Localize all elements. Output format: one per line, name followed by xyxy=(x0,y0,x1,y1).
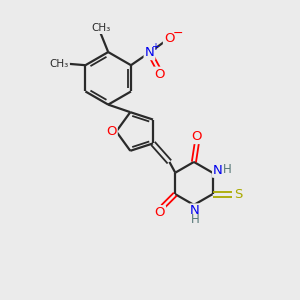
Text: CH₃: CH₃ xyxy=(50,59,69,69)
Text: +: + xyxy=(152,42,159,52)
Text: −: − xyxy=(173,26,183,39)
Text: O: O xyxy=(154,68,165,81)
Text: S: S xyxy=(234,188,243,201)
Text: O: O xyxy=(164,32,174,45)
Text: N: N xyxy=(213,164,223,177)
Text: N: N xyxy=(190,204,200,218)
Text: O: O xyxy=(106,125,117,138)
Text: O: O xyxy=(154,206,165,219)
Text: O: O xyxy=(192,130,202,143)
Text: CH₃: CH₃ xyxy=(91,23,110,33)
Text: N: N xyxy=(145,46,154,59)
Text: H: H xyxy=(223,163,232,176)
Text: H: H xyxy=(191,213,200,226)
